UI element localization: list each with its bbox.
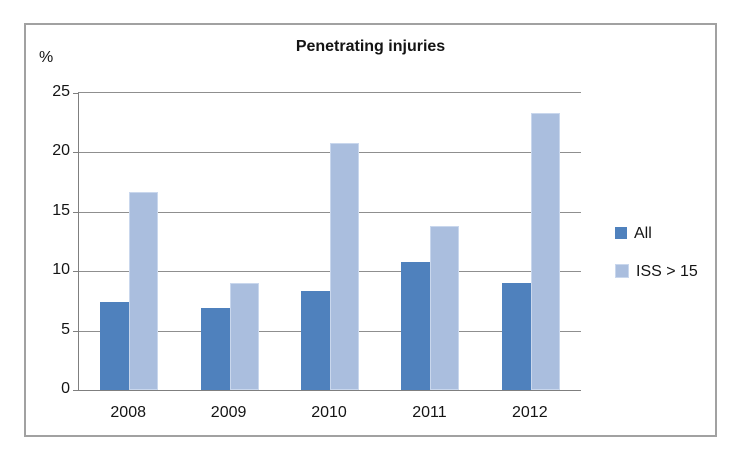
legend-swatch-icon <box>615 264 629 278</box>
bar-2011-all <box>401 261 431 390</box>
y-axis-tick-10 <box>73 271 79 273</box>
bar-2008-iss-gt-15 <box>129 191 159 390</box>
y-tick-label-10: 10 <box>52 261 70 279</box>
y-axis-tick-20 <box>73 152 79 154</box>
y-axis-tick-0 <box>73 390 79 391</box>
y-tick-label-0: 0 <box>61 380 70 397</box>
bar-2008-all <box>100 302 130 390</box>
chart-frame: Penetrating injuries % 0 5 10 15 20 25 2008 20… <box>24 23 717 437</box>
x-tick-label-2008: 2008 <box>110 404 146 421</box>
legend: All ISS > 15 <box>615 225 698 301</box>
chart-title: Penetrating injuries <box>295 38 446 55</box>
x-tick-label-2012: 2012 <box>512 404 548 421</box>
bar-2010-all <box>301 291 330 390</box>
y-tick-label-5: 5 <box>61 320 70 338</box>
bar-2010-iss-gt-15 <box>330 142 359 390</box>
bar-2009-all <box>200 308 230 390</box>
y-axis-unit-label: % <box>39 49 54 66</box>
bar-2011-iss-gt-15 <box>430 226 460 390</box>
x-tick-label-2010: 2010 <box>311 404 347 421</box>
legend-label: All <box>634 225 652 242</box>
legend-swatch-icon <box>615 227 627 239</box>
bar-2009-iss-gt-15 <box>229 283 259 390</box>
legend-item-iss-gt-15: ISS > 15 <box>615 263 698 283</box>
y-axis-tick-25 <box>73 93 79 94</box>
x-tick-label-2009: 2009 <box>210 404 247 421</box>
y-tick-label-20: 20 <box>52 142 70 160</box>
legend-label: ISS > 15 <box>636 263 698 280</box>
legend-item-all: All <box>615 225 698 245</box>
plot-area <box>73 92 581 391</box>
y-tick-label-25: 25 <box>52 83 70 100</box>
y-axis-tick-15 <box>73 211 79 213</box>
bar-2012-all <box>501 283 531 390</box>
x-tick-label-2011: 2011 <box>412 404 447 421</box>
y-axis-tick-5 <box>73 330 79 332</box>
y-tick-label-15: 15 <box>52 201 70 219</box>
bar-2012-iss-gt-15 <box>530 113 560 390</box>
